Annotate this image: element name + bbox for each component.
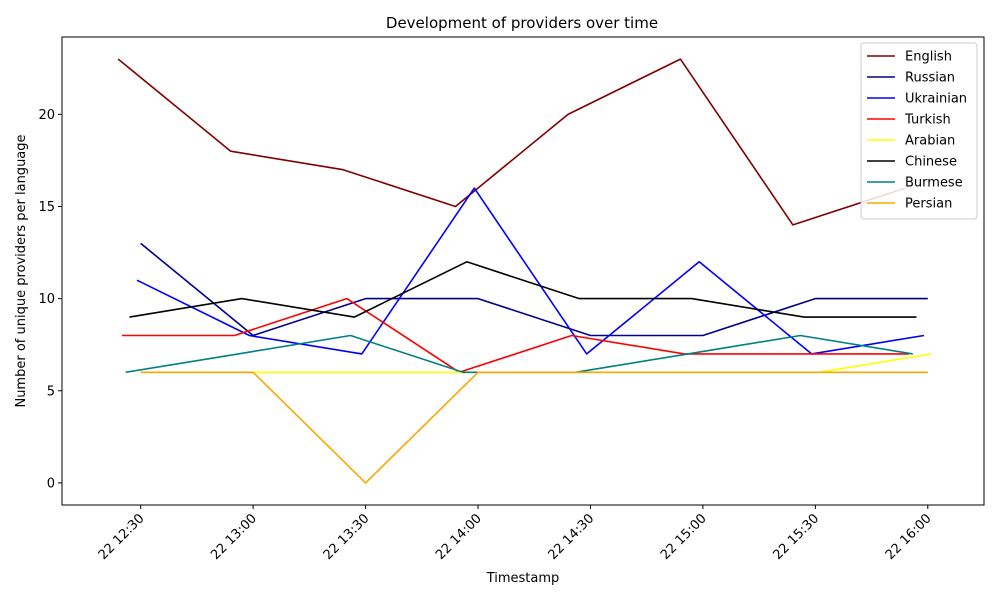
x-tick-label: 22 13:00 — [208, 511, 260, 563]
x-tick-label: 22 13:30 — [321, 511, 373, 563]
x-tick-label: 22 15:00 — [658, 511, 710, 563]
series-line-chinese — [129, 260, 917, 318]
legend-label-russian: Russian — [905, 71, 955, 86]
legend-frame — [860, 42, 978, 220]
series-lines — [117, 58, 932, 484]
series-line-turkish — [122, 297, 909, 374]
y-tick-label: 0 — [47, 476, 55, 491]
legend-label-chinese: Chinese — [905, 155, 957, 170]
x-tick-label: 22 14:30 — [546, 511, 598, 563]
x-tick-label: 22 16:00 — [883, 511, 935, 563]
legend-label-arabian: Arabian — [905, 134, 955, 149]
x-tick-label: 22 12:30 — [96, 511, 148, 563]
x-tick-label: 22 15:30 — [770, 511, 822, 563]
x-tick-label: 22 14:00 — [433, 511, 485, 563]
legend-label-ukrainian: Ukrainian — [905, 92, 967, 107]
legend-label-persian: Persian — [905, 197, 952, 212]
legend: English Russian Ukrainian Turkish Arabian Chi… — [860, 42, 978, 220]
legend-label-burmese: Burmese — [905, 176, 963, 191]
series-line-english — [117, 58, 906, 226]
y-tick-label: 20 — [38, 108, 55, 123]
series-line-russian — [140, 242, 928, 337]
y-axis: 0 5 10 15 20 — [38, 108, 62, 491]
series-line-ukrainian — [136, 187, 925, 355]
series-line-persian — [140, 371, 928, 484]
y-tick-label: 5 — [47, 384, 55, 399]
chart-title: Development of providers over time — [386, 14, 658, 32]
y-tick-label: 15 — [38, 200, 55, 215]
legend-label-turkish: Turkish — [904, 113, 951, 128]
y-axis-label: Number of unique providers per language — [14, 134, 29, 407]
y-tick-label: 10 — [38, 292, 55, 307]
plot-area-frame — [61, 36, 985, 506]
x-axis: 22 12:30 22 13:00 22 13:30 22 14:00 22 14:30… — [96, 505, 935, 563]
x-axis-label: Timestamp — [486, 571, 560, 586]
legend-label-english: English — [905, 50, 952, 65]
